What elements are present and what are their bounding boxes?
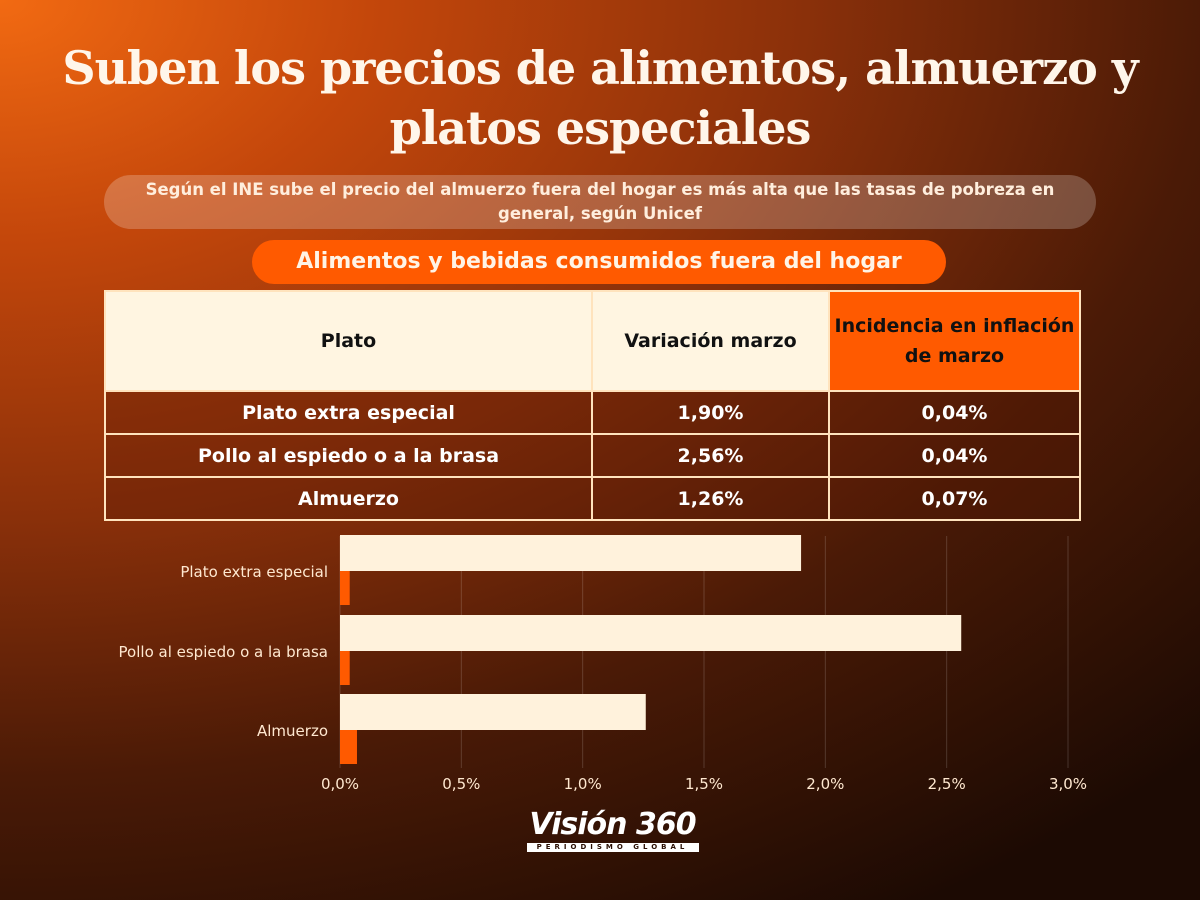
bar-variacion — [340, 694, 646, 730]
table-row: Plato extra especial 1,90% 0,04% — [104, 390, 1081, 435]
category-label: Almuerzo — [257, 722, 328, 740]
x-tick-label: 3,0% — [1049, 775, 1087, 793]
section-title: Alimentos y bebidas consumidos fuera del… — [252, 240, 946, 284]
cell-plato: Plato extra especial — [104, 390, 593, 435]
x-tick-label: 2,5% — [928, 775, 966, 793]
brand-logo: Visión 360 PERIODISMO GLOBAL — [525, 808, 700, 854]
cell-plato: Pollo al espiedo o a la brasa — [104, 433, 593, 478]
header-variacion: Variación marzo — [591, 290, 830, 392]
data-table: Plato Variación marzo Incidencia en infl… — [104, 290, 1081, 521]
cell-variacion: 1,90% — [591, 390, 830, 435]
table-row: Almuerzo 1,26% 0,07% — [104, 476, 1081, 521]
page-title: Suben los precios de alimentos, almuerzo… — [62, 41, 1138, 155]
x-tick-label: 2,0% — [806, 775, 844, 793]
table-header-row: Plato Variación marzo Incidencia en infl… — [104, 290, 1081, 392]
subtitle-banner: Según el INE sube el precio del almuerzo… — [104, 175, 1096, 229]
cell-variacion: 1,26% — [591, 476, 830, 521]
x-tick-label: 0,0% — [321, 775, 359, 793]
cell-incidencia: 0,04% — [828, 390, 1081, 435]
bar-incidencia — [340, 730, 357, 764]
logo-tagline: PERIODISMO GLOBAL — [526, 843, 699, 852]
bar-variacion — [340, 615, 962, 651]
table-row: Pollo al espiedo o a la brasa 2,56% 0,04… — [104, 433, 1081, 478]
x-tick-label: 1,5% — [685, 775, 723, 793]
cell-incidencia: 0,07% — [828, 476, 1081, 521]
cell-variacion: 2,56% — [591, 433, 830, 478]
logo-wordmark: Visión 360 — [529, 807, 696, 842]
x-tick-label: 1,0% — [564, 775, 602, 793]
bar-incidencia — [340, 651, 350, 685]
bar-incidencia — [340, 571, 350, 605]
bar-chart: 0,0% 0,5% 1,0% 1,5% 2,0% 2,5% 3,0% Plato extra … — [119, 535, 1087, 793]
header-incidencia: Incidencia en inflación de marzo — [828, 290, 1081, 392]
category-label: Pollo al espiedo o a la brasa — [119, 643, 328, 661]
x-tick-label: 0,5% — [442, 775, 480, 793]
bar-variacion — [340, 535, 802, 571]
header-plato: Plato — [104, 290, 593, 392]
cell-incidencia: 0,04% — [828, 433, 1081, 478]
cell-plato: Almuerzo — [104, 476, 593, 521]
category-label: Plato extra especial — [180, 563, 328, 581]
